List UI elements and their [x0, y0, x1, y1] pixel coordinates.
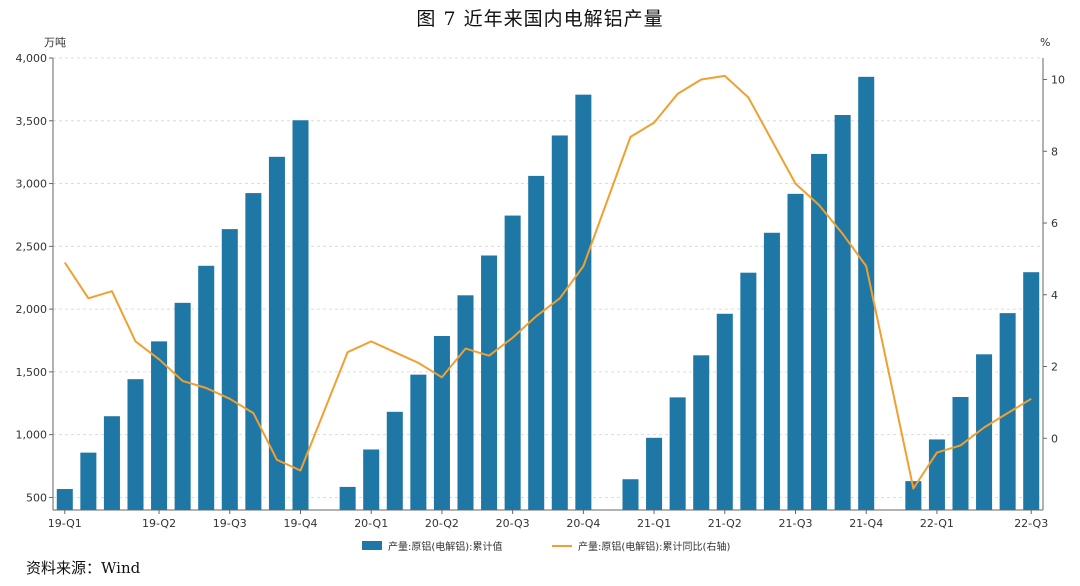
bar — [646, 437, 663, 510]
line-series — [63, 74, 1032, 490]
right-tick-label: 6 — [1051, 217, 1058, 230]
bar — [528, 175, 545, 510]
bar — [457, 295, 474, 510]
left-axis-unit: 万吨 — [44, 36, 66, 49]
x-tick-label: 20-Q1 — [354, 517, 388, 530]
bar — [716, 313, 733, 510]
bar — [669, 397, 686, 510]
left-tick-label: 500 — [26, 491, 47, 504]
bar — [245, 193, 262, 510]
legend: 产量:原铝(电解铝):累计值 产量:原铝(电解铝):累计同比(右轴) — [362, 540, 730, 553]
x-tick-label: 19-Q2 — [142, 517, 176, 530]
figure-title: 图 7 近年来国内电解铝产量 — [416, 8, 664, 30]
bar — [811, 153, 828, 510]
right-tick-label: 10 — [1051, 74, 1065, 87]
x-tick-label: 19-Q3 — [213, 517, 247, 530]
x-tick-label: 19-Q1 — [48, 517, 82, 530]
left-tick-label: 1,500 — [16, 366, 48, 379]
gridlines — [53, 57, 1043, 498]
x-tick-label: 21-Q1 — [637, 517, 671, 530]
bar — [268, 156, 285, 510]
left-tick-label: 2,000 — [16, 303, 48, 316]
bar — [763, 232, 780, 511]
bar — [622, 479, 639, 510]
bar — [976, 354, 993, 510]
bar — [834, 115, 851, 510]
x-tick-label: 21-Q3 — [778, 517, 812, 530]
bar — [740, 272, 757, 510]
x-tick-label: 20-Q3 — [496, 517, 530, 530]
left-tick-label: 3,500 — [16, 115, 48, 128]
bar — [504, 215, 521, 511]
bar — [221, 229, 238, 511]
bar — [386, 411, 403, 510]
bar — [905, 481, 922, 510]
right-tick-label: 0 — [1051, 432, 1058, 445]
bar — [858, 76, 875, 510]
bar — [174, 302, 191, 510]
left-tick-label: 1,000 — [16, 429, 48, 442]
left-tick-label: 3,000 — [16, 178, 48, 191]
source-note: 资料来源：Wind — [26, 559, 141, 577]
bar — [339, 486, 356, 510]
legend-line-label: 产量:原铝(电解铝):累计同比(右轴) — [578, 540, 730, 553]
bar — [363, 449, 380, 510]
x-tick-label: 22-Q1 — [920, 517, 954, 530]
x-tick-label: 20-Q2 — [425, 517, 459, 530]
bar — [952, 397, 969, 510]
bar — [1023, 272, 1040, 510]
x-tick-label: 22-Q3 — [1014, 517, 1048, 530]
right-tick-label: 8 — [1051, 145, 1058, 158]
bar — [56, 489, 73, 510]
bar — [433, 335, 450, 510]
left-tick-label: 4,000 — [16, 52, 48, 65]
x-tick-label: 21-Q4 — [849, 517, 883, 530]
bar — [127, 379, 144, 510]
right-tick-label: 2 — [1051, 361, 1058, 374]
bar — [80, 452, 97, 510]
bar — [999, 313, 1016, 510]
bar — [410, 374, 427, 510]
axes: 4,000 3,500 3,000 2,500 2,000 1,500 1,000 500 10… — [16, 52, 1066, 530]
bar-series — [56, 76, 1040, 511]
bar — [787, 193, 804, 510]
line-segment — [63, 74, 1032, 490]
right-tick-label: 4 — [1051, 289, 1058, 302]
legend-bar-swatch — [362, 541, 382, 550]
x-tick-label: 20-Q4 — [566, 517, 600, 530]
bar — [292, 120, 309, 510]
bar — [481, 255, 498, 510]
right-axis-unit: % — [1040, 36, 1050, 49]
bar — [693, 355, 710, 510]
left-tick-label: 2,500 — [16, 240, 48, 253]
x-tick-label: 21-Q2 — [708, 517, 742, 530]
x-tick-label: 19-Q4 — [283, 517, 317, 530]
bar — [551, 135, 568, 510]
bar — [575, 94, 592, 510]
legend-bar-label: 产量:原铝(电解铝):累计值 — [388, 540, 503, 553]
bar — [151, 341, 168, 510]
bar — [103, 416, 120, 510]
